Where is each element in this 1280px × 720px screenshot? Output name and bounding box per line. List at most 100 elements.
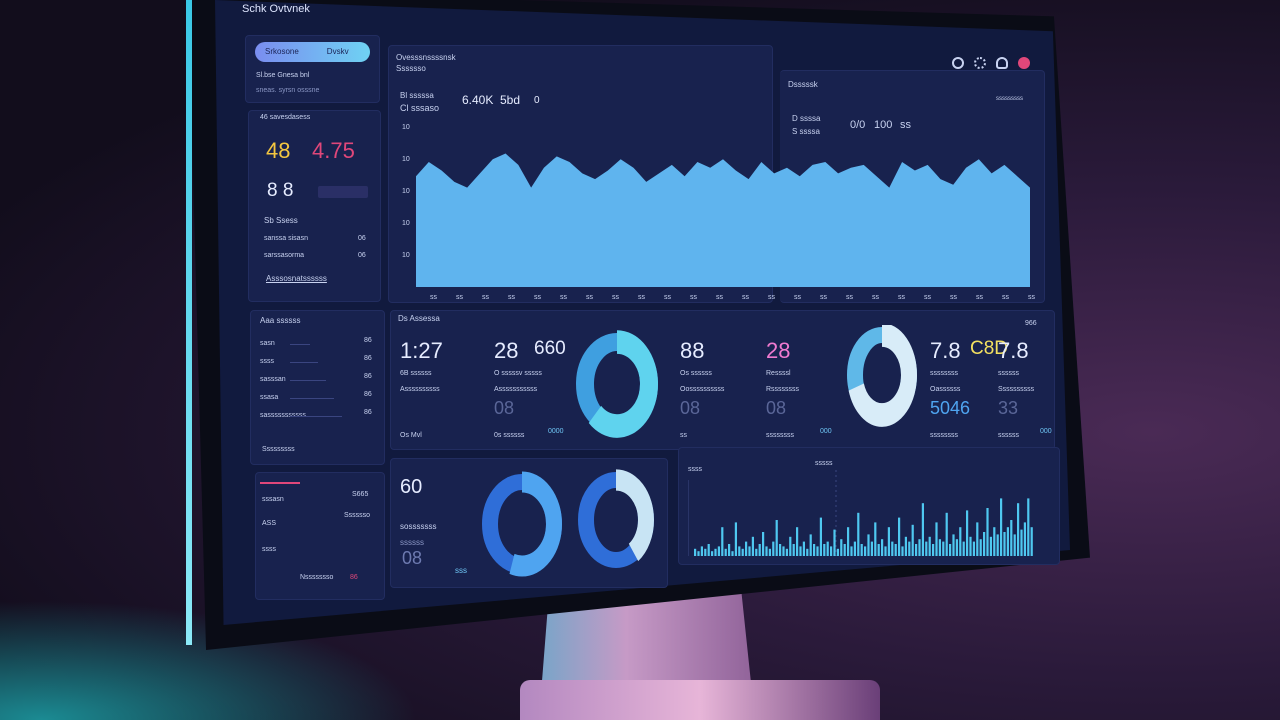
globe-icon[interactable]: [952, 57, 964, 69]
x-tick-label: ss: [508, 294, 516, 301]
list-row-label: ssss: [260, 358, 274, 365]
bar: [955, 539, 958, 556]
bar: [782, 546, 785, 556]
bar: [728, 544, 731, 556]
bar: [986, 508, 989, 556]
bar: [979, 539, 982, 556]
bar: [904, 536, 907, 556]
metrics-right: 966: [1025, 320, 1037, 327]
sidebar-line: Sl.bse Gnesa bnl: [256, 72, 310, 79]
sidebar-line: sneas. syrsn osssne: [256, 87, 320, 94]
bar: [721, 527, 724, 556]
bar: [911, 524, 914, 556]
bar: [921, 503, 924, 556]
metric-footer: ssssssss: [930, 432, 958, 439]
bar: [802, 541, 805, 556]
bar: [843, 544, 846, 556]
bar: [894, 544, 897, 556]
bar: [976, 522, 979, 556]
x-tick-label: ss: [872, 294, 880, 301]
bar: [996, 534, 999, 556]
bottom-kpi: 60: [400, 476, 423, 498]
bar: [765, 546, 768, 556]
settings-icon[interactable]: [974, 57, 986, 69]
bar: [734, 522, 737, 556]
list-row-label: sasssssssssss: [260, 412, 306, 419]
list-row-value: 86: [364, 391, 372, 398]
list-row-divider: [290, 416, 342, 417]
metric-label: ssssss: [998, 370, 1019, 377]
bar: [1017, 503, 1020, 556]
kpi-panel: [248, 110, 381, 302]
bar: [768, 548, 771, 556]
x-tick-label: ss: [534, 294, 542, 301]
bar: [796, 527, 799, 556]
bar: [813, 544, 816, 556]
bar: [925, 541, 928, 556]
list-row-value: 86: [364, 355, 372, 362]
bar: [823, 544, 826, 556]
donut-chart: [576, 330, 658, 438]
bar: [775, 520, 778, 556]
list-row-value: 86: [364, 373, 372, 380]
bar: [938, 539, 941, 556]
toggle-right[interactable]: Dvskv: [326, 47, 349, 56]
list-row-label: sasn: [260, 340, 275, 347]
app-title: Schk Ovtvnek: [242, 3, 310, 15]
bar: [697, 551, 700, 556]
bar: [785, 548, 788, 556]
secondary-kpi: ss: [900, 119, 911, 131]
bar: [836, 548, 839, 556]
toggle-left[interactable]: Srkosone: [265, 47, 299, 56]
bell-icon[interactable]: [1018, 57, 1030, 69]
bar: [819, 517, 822, 556]
metric-value-secondary: 660: [534, 338, 566, 359]
donut-segment: [576, 330, 658, 438]
chart-subtitle: Sssssso: [396, 64, 426, 73]
bar: [959, 527, 962, 556]
bar: [881, 539, 884, 556]
metrics-heading: Ds Assessa: [398, 314, 440, 323]
kpi-link[interactable]: Asssosnatssssss: [266, 274, 327, 283]
bar: [789, 536, 792, 556]
monitor-edge-light: [186, 0, 192, 645]
bottom-label: ssssss: [400, 538, 424, 547]
bottom-badge: 86: [350, 574, 358, 581]
x-tick-label: ss: [456, 294, 464, 301]
bar: [1027, 498, 1030, 556]
bar: [758, 544, 761, 556]
list-row-divider: [290, 344, 310, 345]
x-tick-label: ss: [768, 294, 776, 301]
bar: [942, 541, 945, 556]
secondary-sub: sssssssss: [996, 96, 1023, 102]
x-tick-label: ss: [846, 294, 854, 301]
bar: [949, 544, 952, 556]
bar: [952, 534, 955, 556]
metric-value-faded: 5046: [930, 398, 971, 418]
bar: [877, 544, 880, 556]
bar: [864, 546, 867, 556]
kpi-heading: 46 savesdasess: [260, 114, 311, 121]
y-tick-label: 10: [402, 156, 410, 163]
bar: [870, 541, 873, 556]
user-icon[interactable]: [996, 57, 1008, 69]
bar: [711, 551, 714, 556]
kpi-sub: Sb Ssess: [264, 216, 298, 225]
bar: [945, 512, 948, 556]
metric-footer: ssssss: [998, 432, 1019, 439]
x-tick-label: ss: [586, 294, 594, 301]
bar: [748, 546, 751, 556]
view-toggle[interactable]: Srkosone Dvskv: [255, 42, 370, 62]
bar: [1010, 520, 1013, 556]
bar: [1023, 522, 1026, 556]
list-row-divider: [290, 362, 318, 363]
x-tick-label: ss: [716, 294, 724, 301]
bar: [714, 548, 717, 556]
bar: [853, 541, 856, 556]
metric-value: 7.8: [930, 338, 961, 363]
metric-value: 1:27: [400, 338, 443, 363]
bar: [745, 541, 748, 556]
bar: [1003, 532, 1006, 556]
metric-footer: ssssssss: [766, 432, 794, 439]
metric-footer: 0s ssssss: [494, 432, 525, 439]
